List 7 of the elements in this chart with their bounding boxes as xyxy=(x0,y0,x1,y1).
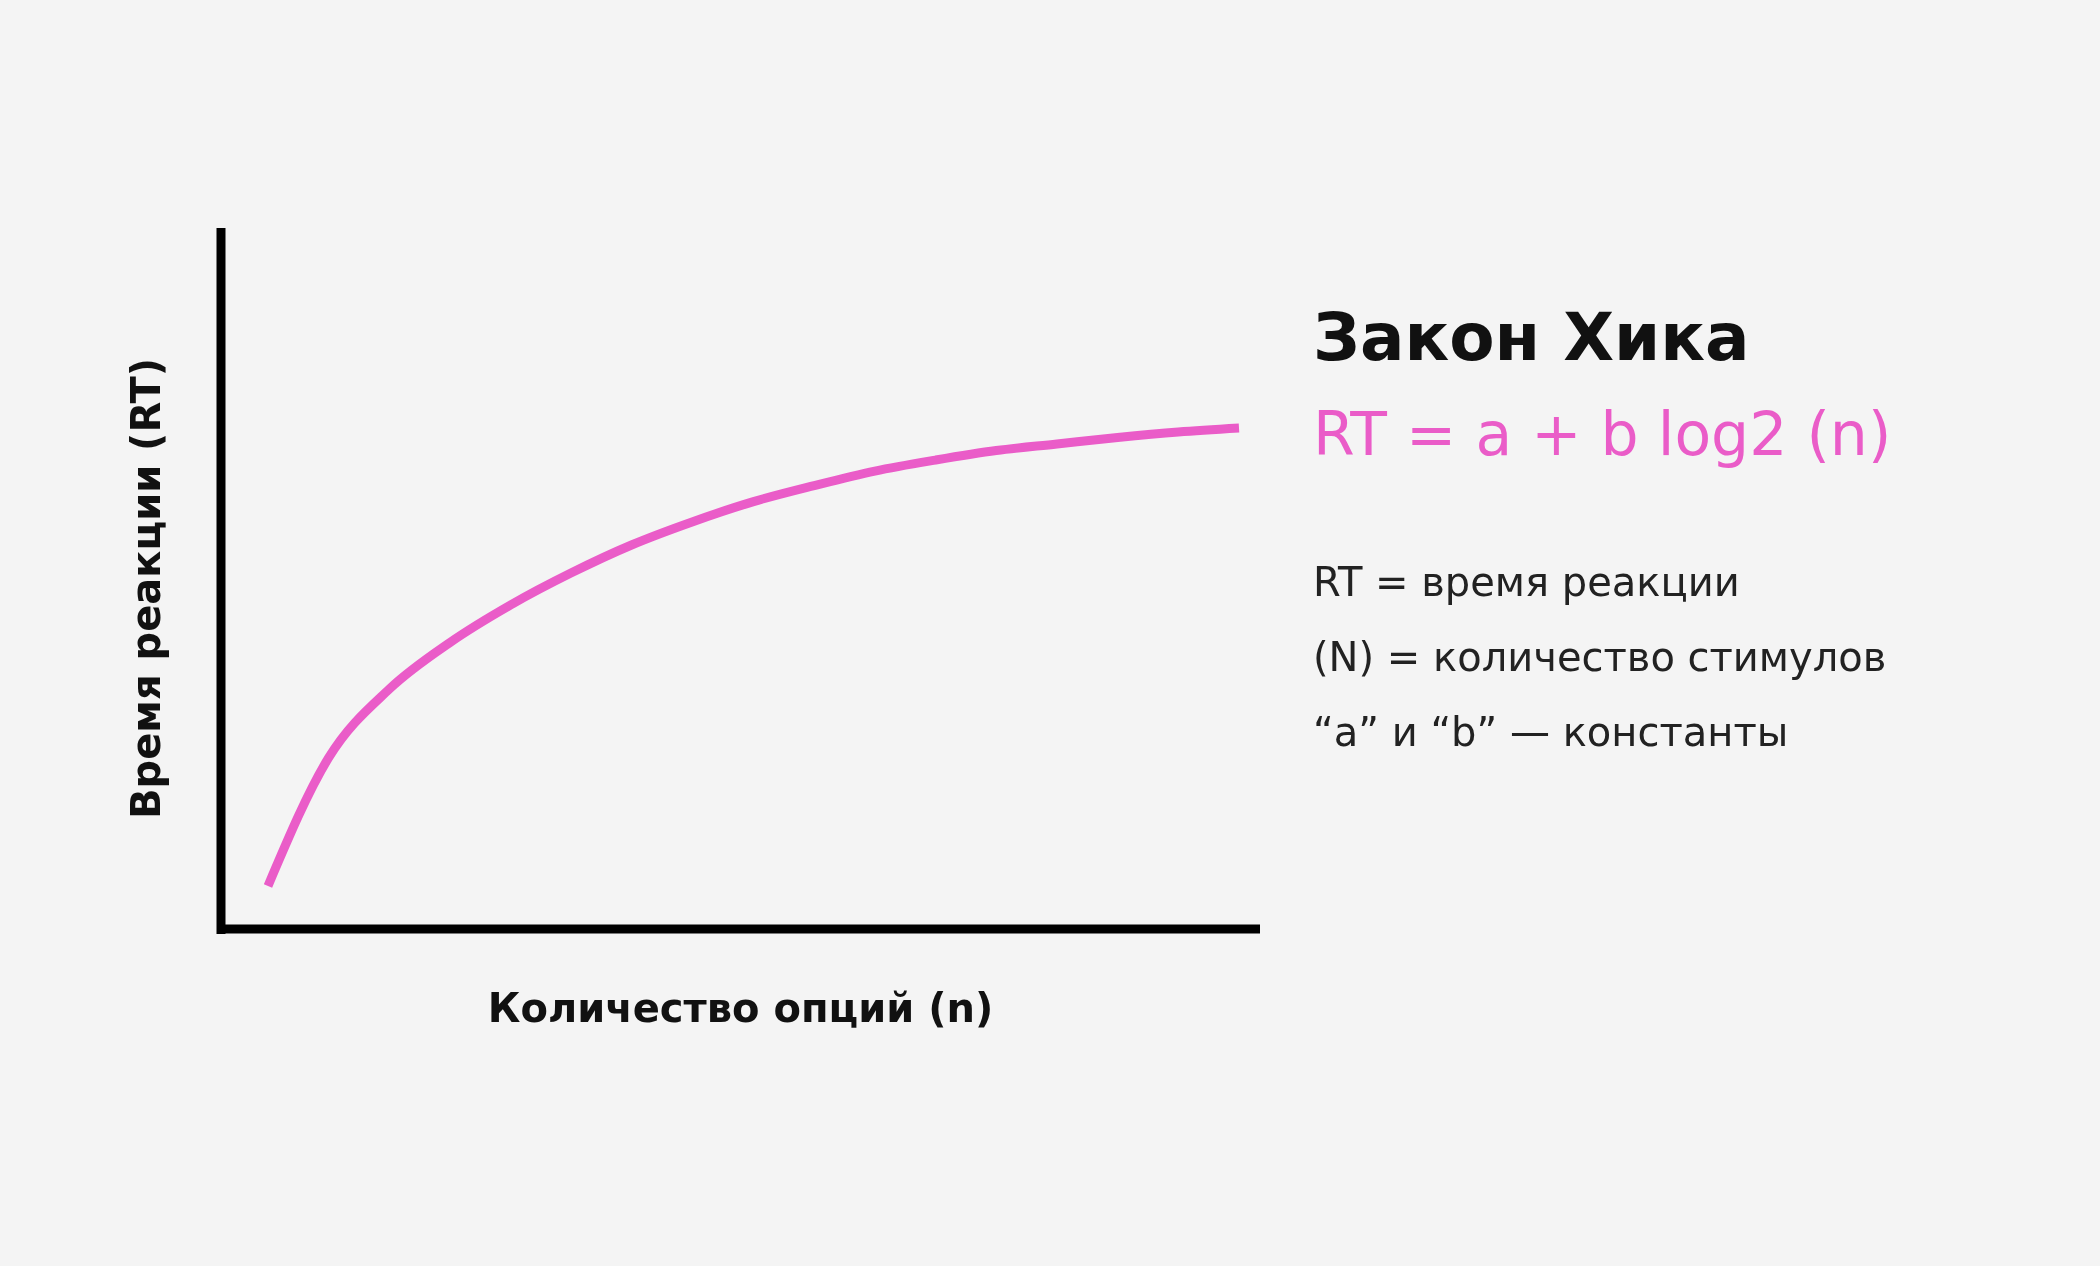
text: Закон Хика xyxy=(1313,299,1750,376)
text: RT = a + b log2 (n) xyxy=(1313,399,1892,469)
y-axis-title: Время реакции (RT) xyxy=(123,358,169,819)
text: (N) = количество стимулов xyxy=(1313,634,1887,680)
text: “a” и “b” — константы xyxy=(1313,709,1789,755)
x-axis-title: Количество опций (n) xyxy=(487,985,994,1031)
text: RT = время реакции xyxy=(1313,559,1740,605)
